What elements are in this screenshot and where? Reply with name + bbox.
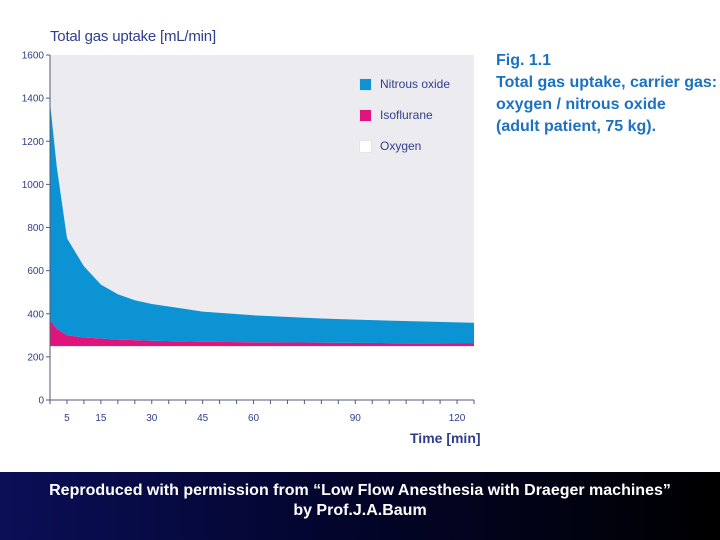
area-oxygen	[50, 346, 474, 400]
x-tick-label: 5	[64, 413, 70, 424]
legend-label: Nitrous oxide	[380, 77, 451, 91]
legend-swatch-isoflurane	[359, 109, 372, 122]
x-tick-label: 90	[350, 413, 362, 424]
x-tick-label: 60	[248, 413, 260, 424]
y-tick-label: 1000	[22, 180, 45, 191]
y-tick-label: 800	[27, 223, 44, 234]
y-tick-label: 200	[27, 352, 44, 363]
caption-line: (adult patient, 75 kg).	[496, 118, 657, 135]
gas-uptake-chart: 0 200 400 600 800 1000 1200 1400 1600 5 15 30 45 60 9…	[22, 51, 475, 424]
y-tick-label: 0	[38, 396, 44, 407]
caption-line: oxygen / nitrous oxide	[496, 96, 666, 113]
y-tick-label: 1400	[22, 94, 45, 105]
caption-figure-number: Fig. 1.1	[496, 52, 552, 69]
area-nitrous-oxide	[50, 102, 474, 344]
y-axis-label: Total gas uptake [mL/min]	[50, 28, 216, 45]
x-tick-label: 15	[95, 413, 107, 424]
footer-banner: Reproduced with permission from “Low Flo…	[0, 472, 720, 540]
caption-line: Total gas uptake, carrier gas:	[496, 74, 718, 91]
y-tick-label: 1600	[22, 51, 45, 62]
y-tick-label: 400	[27, 309, 44, 320]
x-axis-label: Time [min]	[410, 430, 481, 446]
legend-swatch-nitrous-oxide	[359, 78, 372, 91]
x-tick-label: 45	[197, 413, 209, 424]
y-tick-label: 1200	[22, 137, 45, 148]
legend-swatch-oxygen	[359, 140, 372, 153]
x-tick-label: 30	[146, 413, 158, 424]
y-tick-label: 600	[27, 266, 44, 277]
footer-credit: Reproduced with permission from “Low Flo…	[49, 482, 671, 519]
legend-label: Isoflurane	[380, 108, 433, 122]
figure-caption: Fig. 1.1 Total gas uptake, carrier gas: …	[496, 50, 718, 138]
legend-label: Oxygen	[380, 139, 422, 153]
chart-area: 0 200 400 600 800 1000 1200 1400 1600 5 15 30 45 60 9…	[22, 28, 718, 446]
area-isoflurane	[50, 320, 474, 347]
x-tick-label: 120	[449, 413, 466, 424]
